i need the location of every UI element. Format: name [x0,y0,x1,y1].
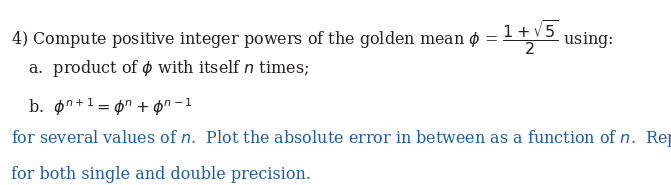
Text: a.  product of $\phi$ with itself $n$ times;: a. product of $\phi$ with itself $n$ tim… [28,58,309,79]
Text: for both single and double precision.: for both single and double precision. [11,166,311,183]
Text: b.  $\phi^{n+1} = \phi^{n} + \phi^{n-1}$: b. $\phi^{n+1} = \phi^{n} + \phi^{n-1}$ [28,96,193,117]
Text: for several values of $n$.  Plot the absolute error in between as a function of : for several values of $n$. Plot the abso… [11,128,671,149]
Text: 4) Compute positive integer powers of the golden mean $\phi$ = $\dfrac{1+\sqrt{5: 4) Compute positive integer powers of th… [11,18,613,57]
